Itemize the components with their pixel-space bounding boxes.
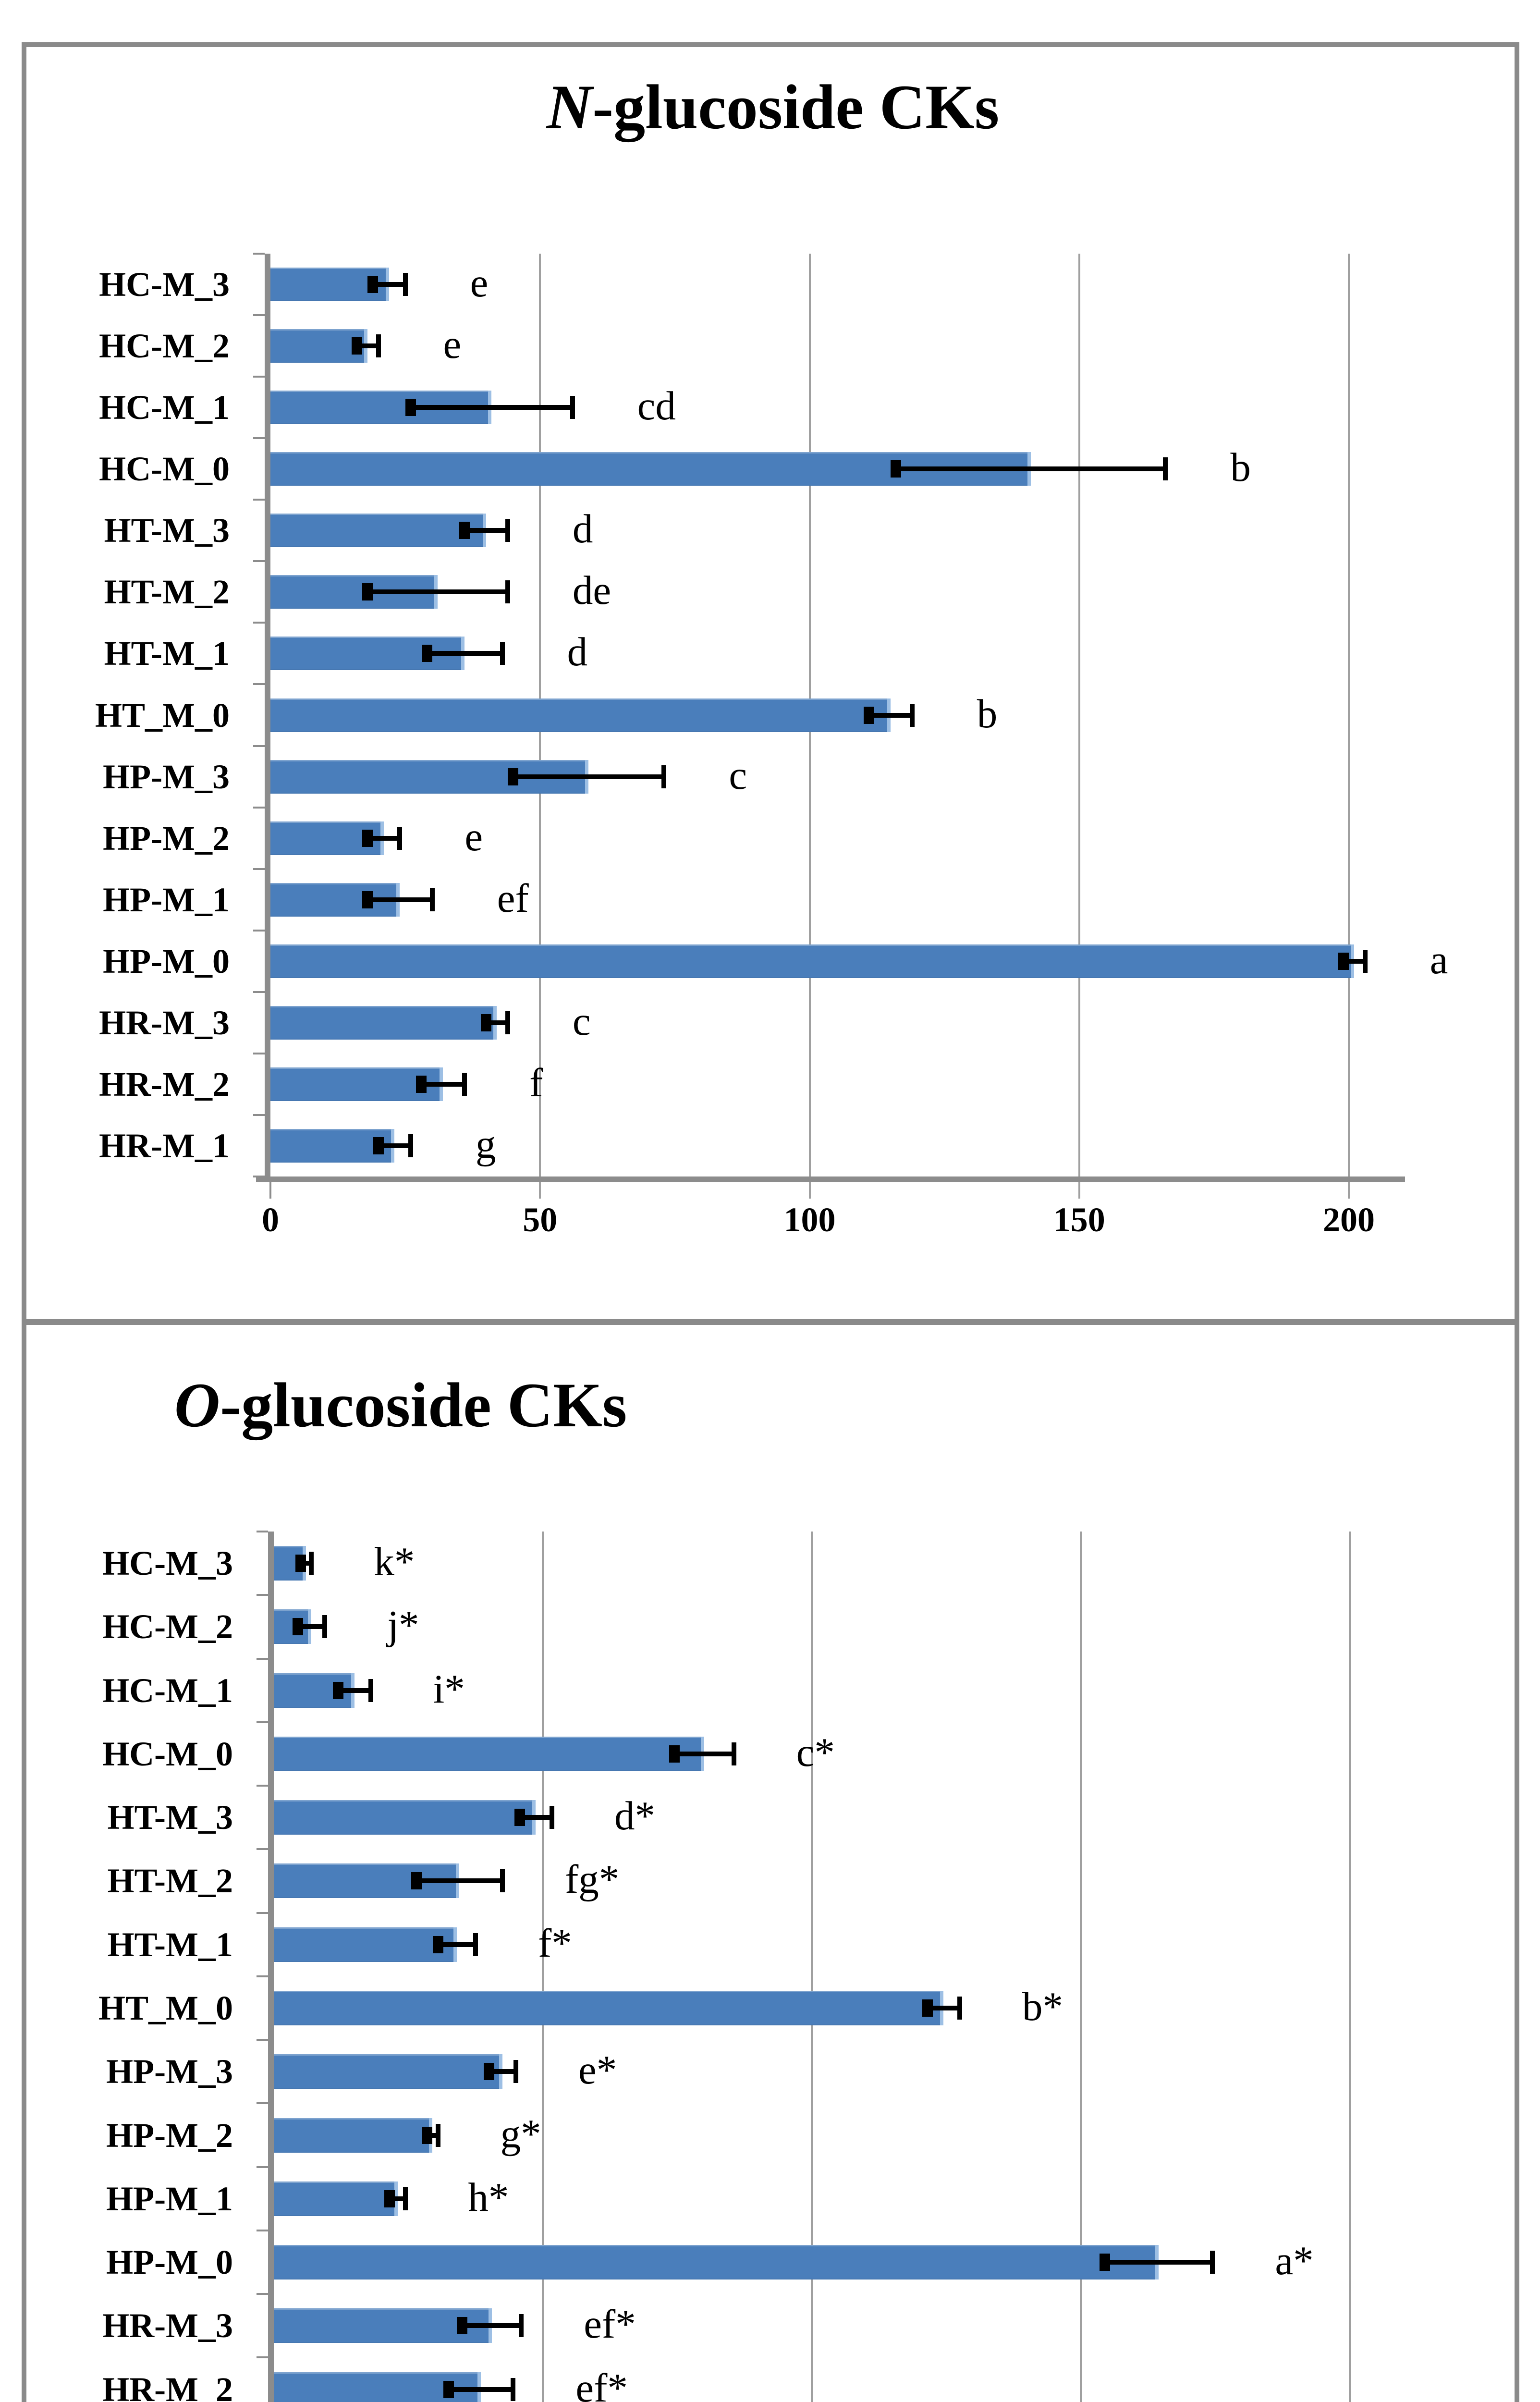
chart-title-n-glucoside: N-glucoside CKs bbox=[547, 72, 999, 142]
title-italic-prefix: N bbox=[546, 72, 593, 142]
title-rest: -glucoside CKs bbox=[592, 72, 1000, 142]
title-italic-prefix: O bbox=[174, 1370, 220, 1440]
figure-frame bbox=[22, 42, 1519, 2402]
title-rest: -glucoside CKs bbox=[220, 1370, 627, 1440]
panel-divider bbox=[22, 1319, 1519, 1325]
chart-title-o-glucoside: O-glucoside CKs bbox=[174, 1370, 627, 1440]
